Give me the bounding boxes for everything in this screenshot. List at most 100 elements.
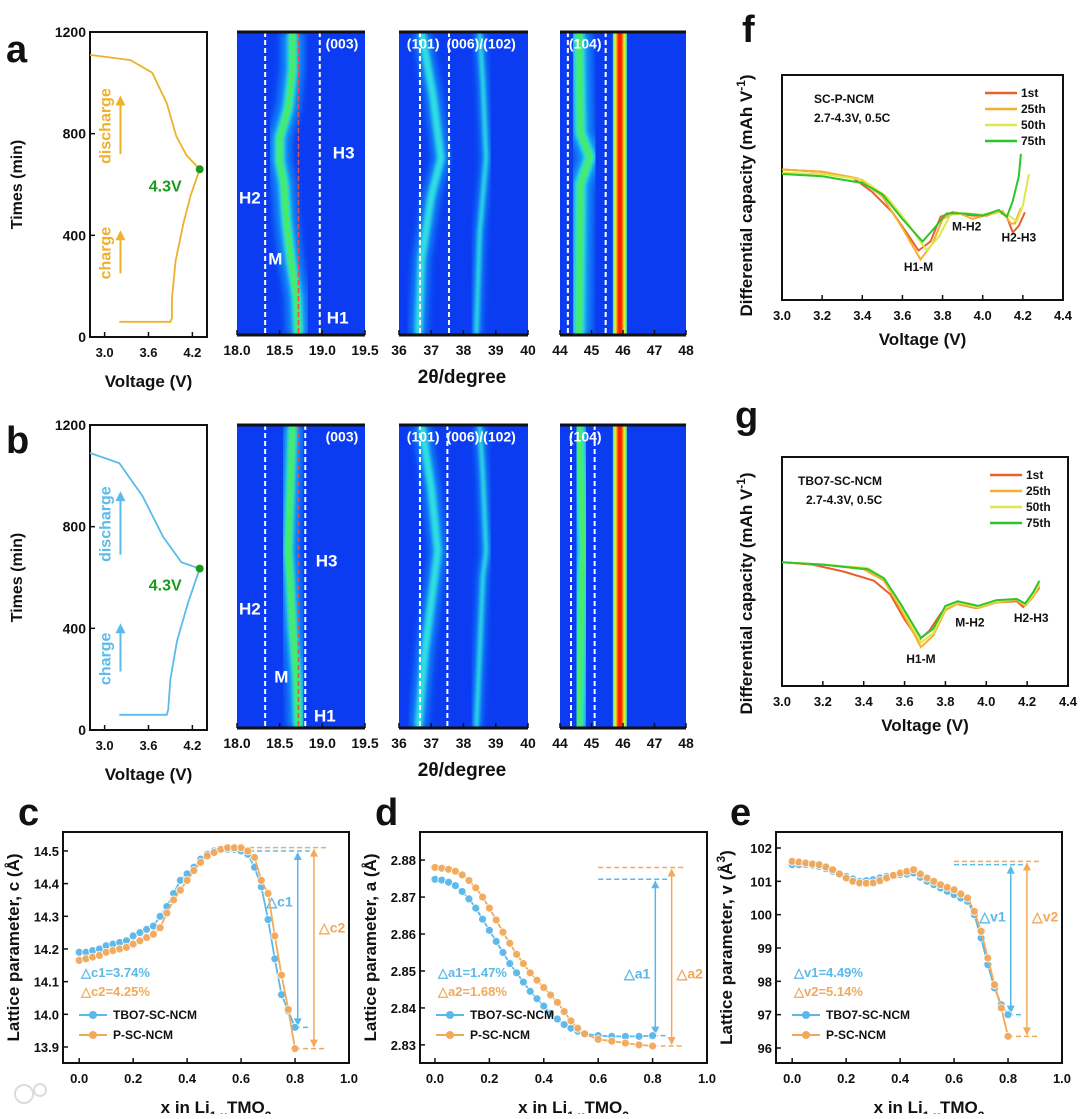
x-tick-label: 3.2 [813,308,831,323]
panel-label-e: e [730,792,751,834]
watermark-logo-icon [14,1084,34,1104]
data-point [450,866,460,876]
heatmap-peaks [268,32,316,335]
peak-core [277,32,301,335]
data-point [1003,1010,1013,1020]
data-point [518,959,528,968]
phase-label: H2 [239,189,261,208]
data-point [155,923,165,933]
x-tick-label: 47 [647,342,663,358]
panel-label-a: a [6,29,28,71]
data-point [169,895,179,905]
data-point [580,1029,589,1039]
label-segment: x in Li [874,1098,923,1114]
legend-label: TBO7-SC-NCM [826,1008,910,1022]
x-tick-label: 45 [584,735,600,751]
peak-band [414,425,442,728]
label-segment: TMO [227,1098,265,1114]
label-segment: ) [737,472,756,478]
y-axis-label: Times (min) [9,140,26,230]
arrow-up-icon [115,230,126,241]
label-segment: 1-x [210,1109,228,1114]
data-point [491,937,501,946]
legend-label: 1st [1026,468,1043,482]
y-tick-label: 101 [750,874,772,889]
data-point [546,990,555,1000]
data-point [196,857,206,867]
data-point [243,846,253,856]
legend-marker [89,1031,97,1039]
x-tick-label: 36 [391,342,407,358]
y-tick-label: 100 [750,908,772,923]
y-tick-label: 13.9 [34,1040,59,1055]
y-tick-label: 800 [63,519,87,535]
x-tick-label: 1.0 [1053,1071,1071,1086]
x-tick-label: 19.5 [351,342,378,358]
data-point [182,875,192,885]
label-segment: -1 [734,80,748,91]
process-label: charge [97,227,114,280]
x-tick-label: 4.4 [1054,308,1073,323]
x-tick-label: 0.6 [232,1071,250,1086]
y-tick-label: 99 [758,941,772,956]
x-tick-label: 19.0 [309,735,336,751]
x-tick-label: 47 [647,735,663,751]
series-line-1st [781,168,1026,252]
data-point [593,1034,603,1044]
data-point [498,948,508,957]
peak-label: H1-M [906,652,935,666]
series-line-charge-discharge [89,54,201,323]
data-point [573,1023,583,1033]
xrd-x-axis-label: 2θ/degree [418,760,506,781]
process-label: charge [97,632,114,685]
chart-a_h3: (104) 44 45 46 47 48 [552,30,694,358]
y-axis-label: Lattice parameter, a (Å) [361,853,380,1041]
x-tick-label: 44 [552,735,568,751]
legend-marker [802,1011,810,1019]
data-point [256,875,266,885]
chart-a_h2: (101) (006)/(102) 36 37 38 39 40 [391,30,536,358]
chart-b_h3: (104) 44 45 46 47 48 [552,423,694,751]
data-point [512,949,521,959]
delta-label: △v2 [1031,908,1059,924]
data-point [148,929,158,939]
delta-label: △c1 [265,893,293,909]
x-tick-label: 3.4 [853,308,872,323]
data-point [539,983,549,993]
x-tick-label: 3.0 [96,345,114,360]
x-tick-label: 0.4 [178,1071,197,1086]
data-point [559,1020,569,1029]
y-tick-label: 102 [750,841,772,856]
x-tick-label: 0.4 [891,1071,910,1086]
label-segment: Lattice parameter, v (Å [717,862,736,1044]
x-tick-label: 40 [520,342,536,358]
x-tick-label: 0.0 [426,1071,444,1086]
chart-b_v: 4.3V discharge charge 0 400 800 1200 Times (min… [9,417,208,784]
y-axis-label: Differential capacity (mAh V-1) [734,472,756,714]
data-point [478,914,487,924]
y-tick-label: 14.0 [34,1007,59,1022]
y-tick-label: 400 [63,620,87,636]
delta-percentage: △a1=1.47% [437,965,507,980]
peak-core [576,425,587,728]
cutoff-point-marker [195,165,204,174]
x-axis-label: Voltage (V) [105,372,193,391]
x-tick-label: 18.5 [266,735,293,751]
y-tick-label: 2.83 [391,1038,416,1053]
x-tick-label: 4.0 [977,694,995,709]
legend-marker [446,1011,454,1019]
data-point [283,1005,293,1014]
legend-label: P-SC-NCM [470,1028,530,1042]
legend-label: 1st [1021,86,1038,100]
data-point [457,887,467,896]
peak-104-red-band [612,32,627,335]
data-point [828,865,838,875]
x-axis-label: x in Li1-xTMO2 [518,1098,629,1114]
y-tick-label: 97 [758,1008,772,1023]
x-tick-label: 3.6 [896,694,914,709]
legend-label: 75th [1021,134,1046,148]
data-point [909,865,919,875]
arrow-up-icon [115,491,126,502]
label-segment: 1-x [923,1109,941,1114]
x-tick-label: 0.2 [837,1071,855,1086]
